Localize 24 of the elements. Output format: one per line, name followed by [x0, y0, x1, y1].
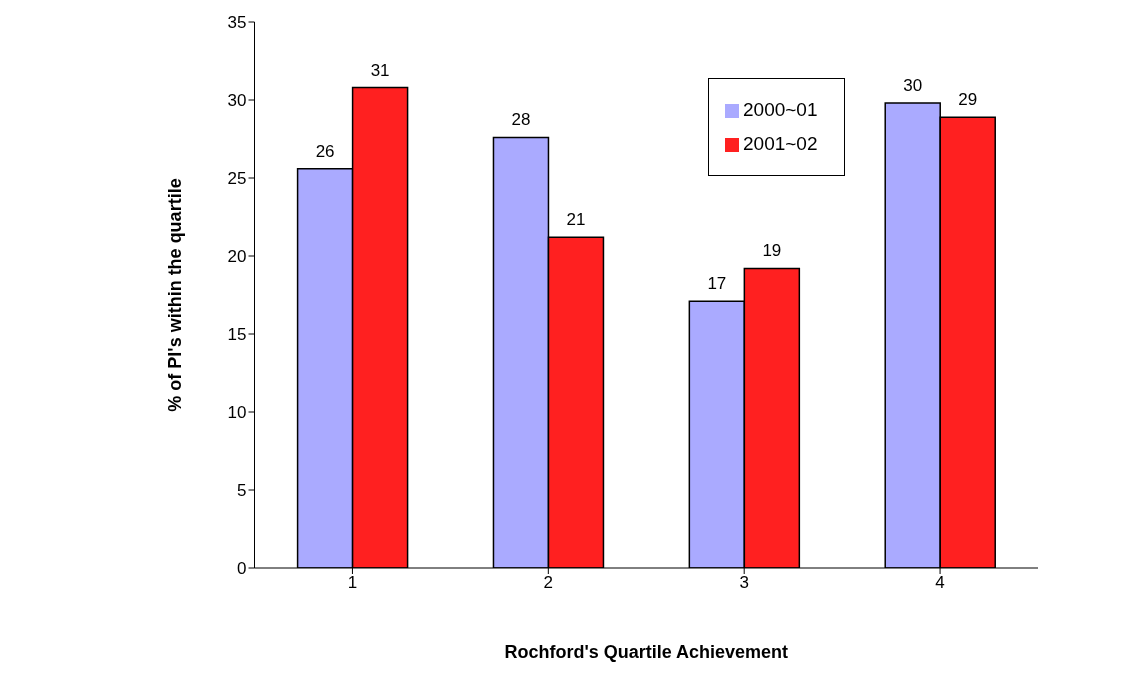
- legend-label: 2001~02: [743, 133, 818, 154]
- y-tick-label: 35: [227, 13, 247, 33]
- data-label: 26: [315, 141, 335, 161]
- y-axis-title: % of PI's within the quartile: [164, 178, 185, 412]
- x-tick-label: 1: [347, 573, 358, 593]
- data-label: 17: [707, 274, 727, 294]
- y-tick-label: 25: [227, 169, 247, 189]
- data-label: 19: [762, 241, 782, 261]
- x-tick-label: 2: [543, 573, 554, 593]
- y-tick-label: 30: [227, 91, 247, 111]
- data-label: 29: [958, 90, 978, 110]
- x-tick-label: 4: [935, 573, 945, 593]
- y-tick-label: 20: [227, 247, 247, 267]
- data-label: 30: [903, 76, 923, 96]
- x-axis-title: Rochford's Quartile Achievement: [504, 642, 789, 662]
- data-label: 31: [370, 60, 390, 80]
- y-tick-label: 15: [227, 325, 247, 345]
- data-label: 28: [511, 110, 531, 130]
- legend-label: 2000~01: [743, 99, 818, 120]
- data-label: 21: [566, 210, 586, 230]
- y-tick-label: 5: [237, 481, 247, 501]
- x-tick-label: 3: [739, 573, 749, 593]
- y-tick-label: 0: [237, 559, 247, 579]
- y-tick-label: 10: [227, 403, 247, 423]
